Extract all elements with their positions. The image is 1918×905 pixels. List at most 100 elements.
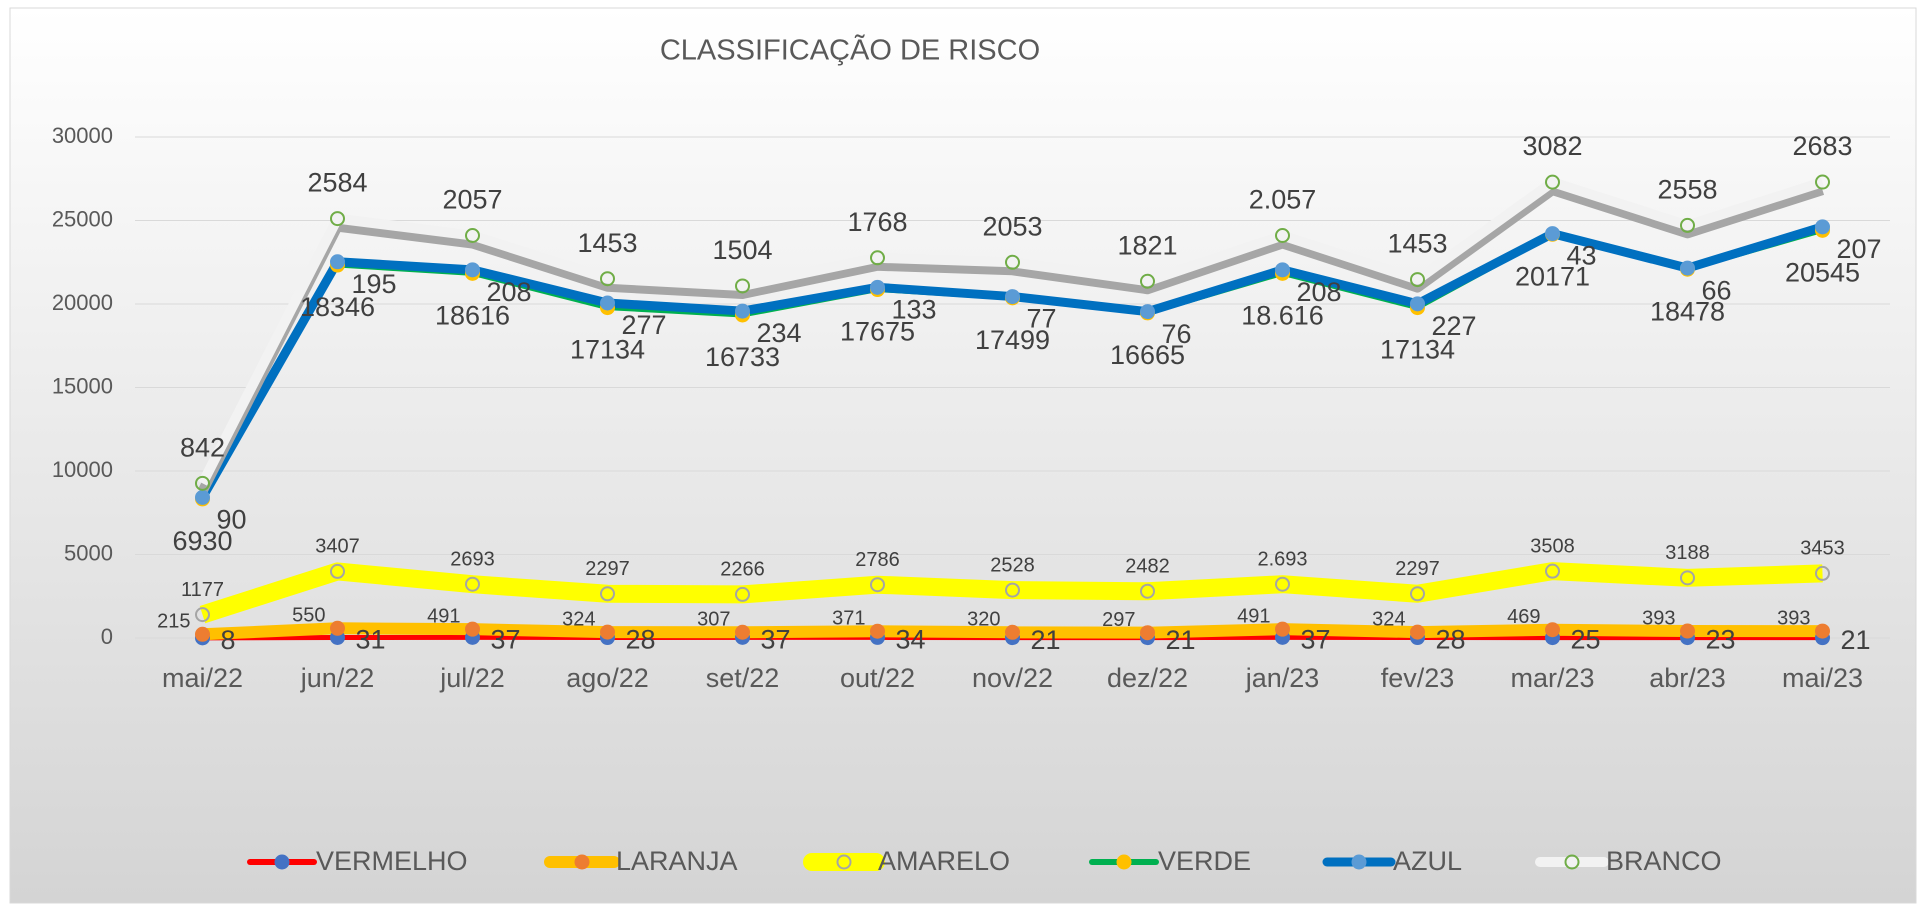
point xyxy=(1815,565,1830,581)
data-label: 37 xyxy=(1301,625,1331,655)
data-label: 21 xyxy=(1166,625,1196,655)
legend-label: VERMELHO xyxy=(316,846,468,876)
data-label: 297 xyxy=(1102,609,1135,631)
point xyxy=(735,278,750,294)
x-tick-label: abr/23 xyxy=(1649,663,1726,693)
legend-label: AMARELO xyxy=(878,846,1010,876)
data-label: 1177 xyxy=(181,579,224,601)
data-label: 28 xyxy=(626,625,656,655)
point xyxy=(1275,227,1290,243)
data-label: 469 xyxy=(1507,606,1540,628)
data-label: 393 xyxy=(1777,607,1810,629)
data-label: 3407 xyxy=(315,536,360,558)
data-label: 17134 xyxy=(1380,335,1455,365)
data-label: 18346 xyxy=(300,292,375,322)
data-label: 1453 xyxy=(577,228,637,258)
point xyxy=(600,295,615,311)
data-label: 17675 xyxy=(840,317,915,347)
x-tick-label: ago/22 xyxy=(566,663,649,693)
point xyxy=(195,626,210,642)
data-label: 2683 xyxy=(1792,131,1852,161)
data-label: 1504 xyxy=(712,235,772,265)
data-label: 21 xyxy=(1841,625,1871,655)
point xyxy=(330,211,345,227)
data-label: 43 xyxy=(1567,241,1597,271)
point xyxy=(600,624,615,640)
point xyxy=(1005,624,1020,640)
point xyxy=(735,586,750,602)
data-label: 1768 xyxy=(847,207,907,237)
point xyxy=(870,623,885,639)
data-label: 21 xyxy=(1031,625,1061,655)
point xyxy=(1140,625,1155,641)
legend-marker xyxy=(574,854,590,870)
legend-marker xyxy=(274,854,290,870)
x-tick-label: jul/22 xyxy=(439,663,505,693)
data-label: 491 xyxy=(1237,605,1270,627)
data-label: 8 xyxy=(221,625,236,655)
data-label: 23 xyxy=(1706,625,1736,655)
y-tick-label: 5000 xyxy=(64,540,113,565)
point xyxy=(1140,304,1155,320)
point xyxy=(1005,254,1020,270)
point xyxy=(1680,260,1695,276)
data-label: 17499 xyxy=(975,325,1050,355)
point xyxy=(465,262,480,278)
point xyxy=(1680,217,1695,233)
data-label: 393 xyxy=(1642,607,1675,629)
data-label: 17134 xyxy=(570,335,645,365)
data-label: 16733 xyxy=(705,342,780,372)
line-shadow xyxy=(198,185,1825,494)
legend-marker xyxy=(1351,854,1367,870)
point xyxy=(1140,583,1155,599)
data-label: 20171 xyxy=(1515,261,1590,291)
data-label: 371 xyxy=(832,608,865,630)
data-label: 550 xyxy=(292,605,325,627)
data-label: 2558 xyxy=(1657,175,1717,205)
x-tick-label: mai/22 xyxy=(162,663,243,693)
data-label: 16665 xyxy=(1110,340,1185,370)
x-tick-label: jun/22 xyxy=(300,663,375,693)
x-tick-label: set/22 xyxy=(706,663,780,693)
y-tick-label: 20000 xyxy=(52,290,113,315)
point xyxy=(1815,174,1830,190)
x-tick-label: jan/23 xyxy=(1245,663,1320,693)
point xyxy=(600,271,615,287)
data-label: 37 xyxy=(761,625,791,655)
point xyxy=(1680,570,1695,586)
data-label: 2297 xyxy=(1395,558,1440,580)
point xyxy=(870,577,885,593)
series-line xyxy=(198,177,1825,486)
point xyxy=(1545,563,1560,579)
data-label: 208 xyxy=(1297,277,1342,307)
point xyxy=(195,607,210,623)
data-label: 28 xyxy=(1436,625,1466,655)
data-label: 207 xyxy=(1837,234,1882,264)
data-label: 195 xyxy=(352,269,397,299)
point xyxy=(1005,582,1020,598)
chart-title: CLASSIFICAÇÃO DE RISCO xyxy=(660,33,1040,67)
point xyxy=(1275,262,1290,278)
y-tick-label: 0 xyxy=(101,624,113,649)
data-label: 18616 xyxy=(435,300,510,330)
data-label: 1821 xyxy=(1117,230,1177,260)
data-label: 1453 xyxy=(1387,229,1447,259)
point xyxy=(600,586,615,602)
point xyxy=(330,563,345,579)
point xyxy=(1410,296,1425,312)
point xyxy=(870,279,885,295)
legend-marker xyxy=(1564,854,1580,870)
data-label: 31 xyxy=(356,625,386,655)
data-label: 277 xyxy=(622,310,667,340)
y-tick-label: 30000 xyxy=(52,123,113,148)
data-label: 208 xyxy=(487,277,532,307)
x-tick-label: fev/23 xyxy=(1381,663,1455,693)
point xyxy=(330,620,345,636)
point xyxy=(1005,289,1020,305)
data-label: 2.693 xyxy=(1257,548,1307,570)
data-label: 34 xyxy=(896,625,926,655)
data-label: 2693 xyxy=(450,548,495,570)
data-label: 2297 xyxy=(585,558,630,580)
point xyxy=(1545,174,1560,190)
